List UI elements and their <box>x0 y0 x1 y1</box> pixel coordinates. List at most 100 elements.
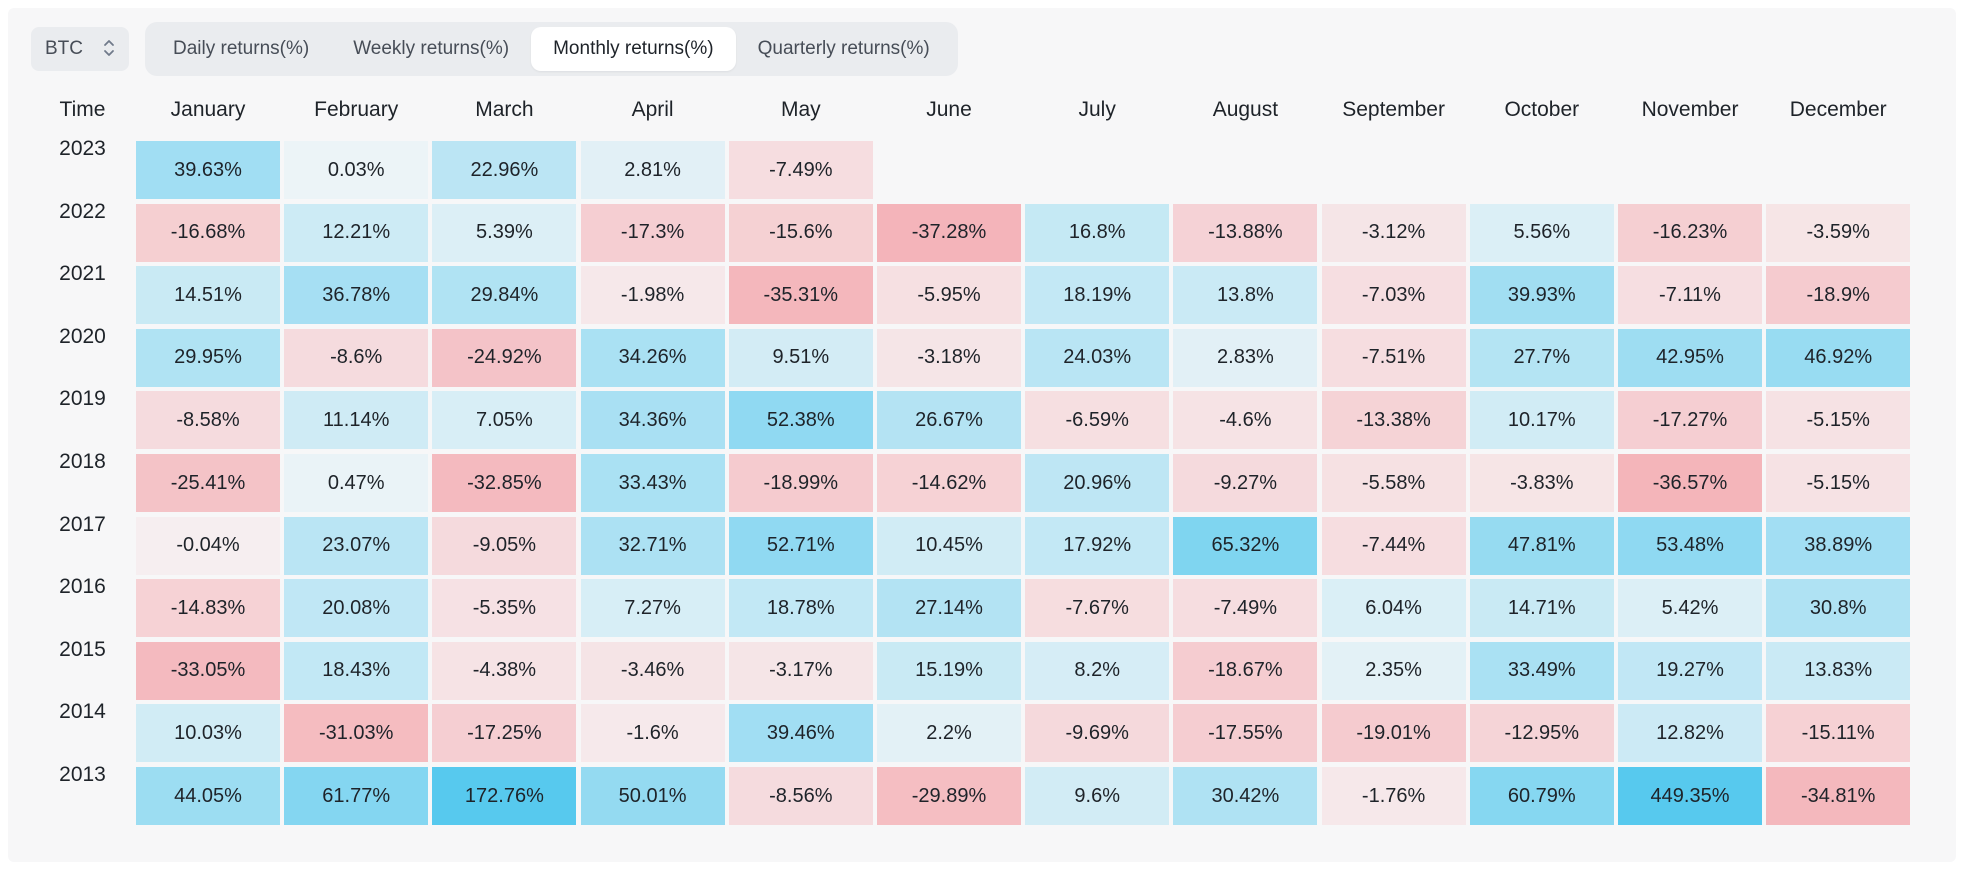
heatmap-cell-2017-february: 23.07% <box>284 516 429 575</box>
heatmap-cell-2020-december: 46.92% <box>1766 328 1911 387</box>
symbol-label: BTC <box>45 38 83 59</box>
heatmap-cell-2023-january: 39.63% <box>136 141 280 199</box>
heatmap-cell-2014-january: 10.03% <box>136 704 280 763</box>
heatmap-cell-2014-march: -17.25% <box>432 704 577 763</box>
heatmap-cell-2013-november: 449.35% <box>1618 767 1762 825</box>
heatmap-cell-2018-december: -5.15% <box>1766 454 1911 512</box>
heatmap-cell-2014-august: -17.55% <box>1173 704 1318 763</box>
symbol-select[interactable]: BTC <box>31 27 129 71</box>
heatmap-cell-2020-august: 2.83% <box>1173 328 1318 387</box>
heatmap-cell-2015-december: 13.83% <box>1766 641 1911 700</box>
heatmap-cell-2018-january: -25.41% <box>136 454 280 512</box>
heatmap-cell-2020-september: -7.51% <box>1321 328 1466 387</box>
heatmap-cell-2019-july: -6.59% <box>1025 391 1170 450</box>
heatmap-cell-2021-december: -18.9% <box>1766 266 1911 325</box>
heatmap-cell-2013-february: 61.77% <box>284 767 429 825</box>
heatmap-cell-2021-august: 13.8% <box>1173 266 1318 325</box>
heatmap-cell-2013-september: -1.76% <box>1321 767 1466 825</box>
tab-weekly-returns[interactable]: Weekly returns(%) <box>353 38 510 59</box>
year-label-2017: 2017 <box>59 512 106 536</box>
year-label-2022: 2022 <box>59 199 106 223</box>
heatmap-cell-2020-april: 34.26% <box>580 328 725 387</box>
heatmap-cell-2013-january: 44.05% <box>136 767 280 825</box>
heatmap-cell-2022-may: -15.6% <box>728 203 873 262</box>
heatmap-cell-2023-march: 22.96% <box>432 141 577 199</box>
heatmap-cell-2022-december: -3.59% <box>1766 203 1911 262</box>
heatmap-cell-2017-june: 10.45% <box>877 516 1021 575</box>
heatmap-cell-2018-october: -3.83% <box>1469 454 1614 512</box>
heatmap-cell-2016-june: 27.14% <box>877 579 1021 638</box>
heatmap-cell-2019-november: -17.27% <box>1618 391 1762 450</box>
month-header-june: June <box>926 98 972 121</box>
heatmap-cell-2017-november: 53.48% <box>1618 516 1762 575</box>
heatmap-cell-2017-december: 38.89% <box>1766 516 1911 575</box>
heatmap-cell-2013-may: -8.56% <box>728 767 873 825</box>
heatmap-cell-2021-march: 29.84% <box>432 266 577 325</box>
heatmap-cell-2021-september: -7.03% <box>1321 266 1466 325</box>
heatmap-cell-2014-february: -31.03% <box>284 704 429 763</box>
heatmap-cell-2016-december: 30.8% <box>1766 579 1911 638</box>
heatmap-cell-2014-may: 39.46% <box>728 704 873 763</box>
heatmap-cell-2018-february: 0.47% <box>284 454 429 512</box>
heatmap-cell-2015-june: 15.19% <box>877 641 1021 700</box>
heatmap-cell-2017-july: 17.92% <box>1025 516 1170 575</box>
heatmap-cell-2017-september: -7.44% <box>1321 516 1466 575</box>
heatmap-cell-2023-may: -7.49% <box>728 141 873 199</box>
heatmap-cell-2016-november: 5.42% <box>1618 579 1762 638</box>
month-header-february: February <box>314 98 399 121</box>
heatmap-cell-2021-july: 18.19% <box>1025 266 1170 325</box>
heatmap-cell-2014-october: -12.95% <box>1469 704 1614 763</box>
heatmap-cell-2016-february: 20.08% <box>284 579 429 638</box>
heatmap-cell-2013-march: 172.76% <box>432 767 577 825</box>
heatmap-cell-2015-february: 18.43% <box>284 641 429 700</box>
heatmap-cell-2017-january: -0.04% <box>136 516 280 575</box>
heatmap-cell-2016-march: -5.35% <box>432 579 577 638</box>
heatmap-cell-2016-august: -7.49% <box>1173 579 1318 638</box>
month-header-december: December <box>1789 98 1887 121</box>
heatmap-cell-2018-march: -32.85% <box>432 454 577 512</box>
heatmap-cell-2023-april: 2.81% <box>580 141 725 199</box>
heatmap-cell-2017-october: 47.81% <box>1469 516 1614 575</box>
year-label-2018: 2018 <box>59 450 106 473</box>
heatmap-cell-2019-april: 34.36% <box>580 391 725 450</box>
heatmap-cell-2019-january: -8.58% <box>136 391 280 450</box>
heatmap-cell-2019-october: 10.17% <box>1469 391 1614 450</box>
tab-quarterly-returns[interactable]: Quarterly returns(%) <box>757 38 930 59</box>
heatmap-cell-2018-september: -5.58% <box>1321 454 1466 512</box>
heatmap-cell-2014-april: -1.6% <box>580 704 725 763</box>
year-label-2016: 2016 <box>59 575 106 599</box>
month-header-march: March <box>475 98 534 121</box>
heatmap-cell-2020-june: -3.18% <box>877 328 1021 387</box>
heatmap-cell-2018-august: -9.27% <box>1173 454 1318 512</box>
sort-chevrons-icon <box>104 40 114 56</box>
heatmap-cell-2020-may: 9.51% <box>728 328 873 387</box>
heatmap-cell-2019-may: 52.38% <box>728 391 873 450</box>
heatmap-cell-2020-november: 42.95% <box>1618 328 1762 387</box>
heatmap-cell-2019-february: 11.14% <box>284 391 429 450</box>
tab-monthly-returns[interactable]: Monthly returns(%) <box>531 27 736 71</box>
heatmap-cell-2018-april: 33.43% <box>580 454 725 512</box>
heatmap-cell-2014-september: -19.01% <box>1321 704 1466 763</box>
heatmap-cell-2014-july: -9.69% <box>1025 704 1170 763</box>
heatmap-cell-2015-november: 19.27% <box>1618 641 1762 700</box>
heatmap-cell-2021-november: -7.11% <box>1618 266 1762 325</box>
year-label-2023: 2023 <box>59 137 106 160</box>
heatmap-cell-2013-april: 50.01% <box>580 767 725 825</box>
heatmap-cell-2014-november: 12.82% <box>1618 704 1762 763</box>
heatmap-cell-2015-july: 8.2% <box>1025 641 1170 700</box>
heatmap-cell-2018-june: -14.62% <box>877 454 1021 512</box>
year-label-2013: 2013 <box>59 763 106 786</box>
heatmap-cell-2016-july: -7.67% <box>1025 579 1170 638</box>
heatmap-cell-2022-july: 16.8% <box>1025 203 1170 262</box>
heatmap-cell-2022-june: -37.28% <box>877 203 1021 262</box>
heatmap-cell-2018-november: -36.57% <box>1618 454 1762 512</box>
heatmap-cell-2020-july: 24.03% <box>1025 328 1170 387</box>
heatmap-cell-2015-april: -3.46% <box>580 641 725 700</box>
heatmap-cell-2020-march: -24.92% <box>432 328 577 387</box>
heatmap-cell-2021-january: 14.51% <box>136 266 280 325</box>
heatmap-cell-2015-august: -18.67% <box>1173 641 1318 700</box>
tab-daily-returns[interactable]: Daily returns(%) <box>173 38 310 59</box>
heatmap-cell-2017-march: -9.05% <box>432 516 577 575</box>
heatmap-cell-2014-june: 2.2% <box>877 704 1021 763</box>
year-label-2021: 2021 <box>59 262 106 286</box>
